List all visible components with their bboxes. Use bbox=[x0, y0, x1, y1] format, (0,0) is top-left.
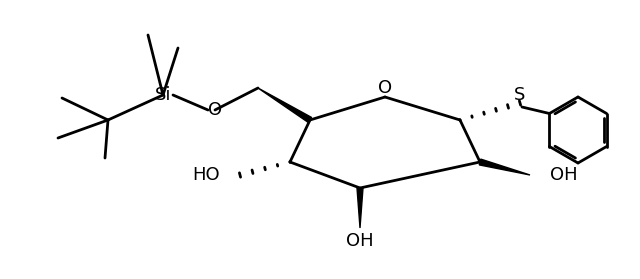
Text: O: O bbox=[208, 101, 222, 119]
Polygon shape bbox=[357, 188, 363, 228]
Text: S: S bbox=[515, 86, 525, 104]
Polygon shape bbox=[479, 159, 530, 175]
Text: Si: Si bbox=[155, 86, 172, 104]
Text: O: O bbox=[378, 79, 392, 97]
Text: OH: OH bbox=[550, 166, 578, 184]
Polygon shape bbox=[258, 88, 312, 122]
Text: HO: HO bbox=[193, 166, 220, 184]
Text: OH: OH bbox=[346, 232, 374, 250]
